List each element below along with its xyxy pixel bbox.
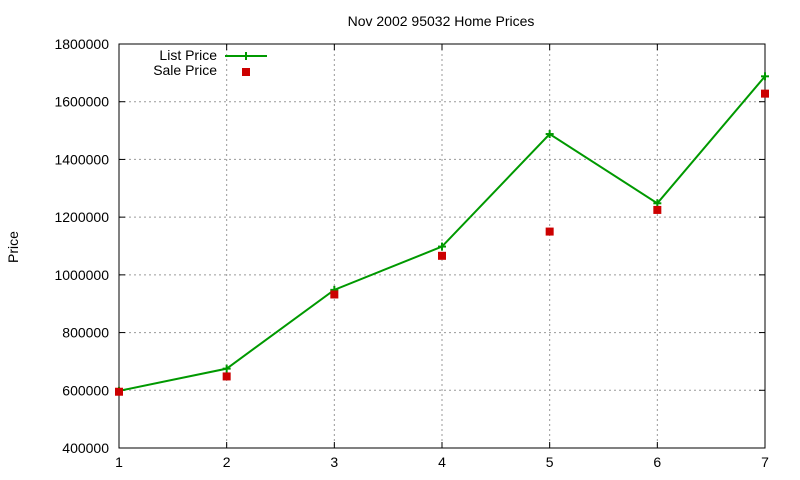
x-tick-label: 3 xyxy=(330,454,338,470)
sale-price-point xyxy=(761,89,769,98)
y-tick-label: 1600000 xyxy=(54,94,109,110)
sale-price-point xyxy=(330,290,339,299)
y-tick-label: 1200000 xyxy=(54,209,109,225)
x-tick-label: 7 xyxy=(761,454,769,470)
series-layer xyxy=(115,72,769,396)
y-tick-label: 400000 xyxy=(62,440,109,456)
chart-title: Nov 2002 95032 Home Prices xyxy=(348,13,535,29)
list-price-point xyxy=(545,130,554,139)
x-tick-label: 5 xyxy=(546,454,554,470)
y-tick-label: 800000 xyxy=(62,325,109,341)
y-axis-label: Price xyxy=(5,231,21,263)
legend-sale-price-marker xyxy=(242,68,250,76)
sale-price-point xyxy=(222,372,231,381)
sale-price-point xyxy=(438,251,446,260)
list-price-point xyxy=(438,242,446,251)
x-tick-label: 2 xyxy=(223,454,231,470)
y-tick-label: 1000000 xyxy=(54,267,109,283)
tick-labels: 1 2 3 4 5 6 7 400000 600000 800000 1000000 1200000 1… xyxy=(54,36,769,470)
list-price-line xyxy=(118,75,766,392)
sale-price-point xyxy=(115,387,123,396)
sale-price-point xyxy=(653,205,662,214)
list-price-point xyxy=(222,364,231,373)
y-tick-label: 1400000 xyxy=(54,151,109,167)
legend-list-price-label: List Price xyxy=(159,47,217,63)
y-tick-label: 600000 xyxy=(62,382,109,398)
legend-sale-price-label: Sale Price xyxy=(153,62,217,78)
list-price-point xyxy=(761,72,769,81)
x-tick-label: 4 xyxy=(438,454,446,470)
x-tick-label: 1 xyxy=(115,454,123,470)
x-tick-label: 6 xyxy=(653,454,661,470)
y-tick-label: 1800000 xyxy=(54,36,109,52)
sale-price-point xyxy=(545,227,554,236)
